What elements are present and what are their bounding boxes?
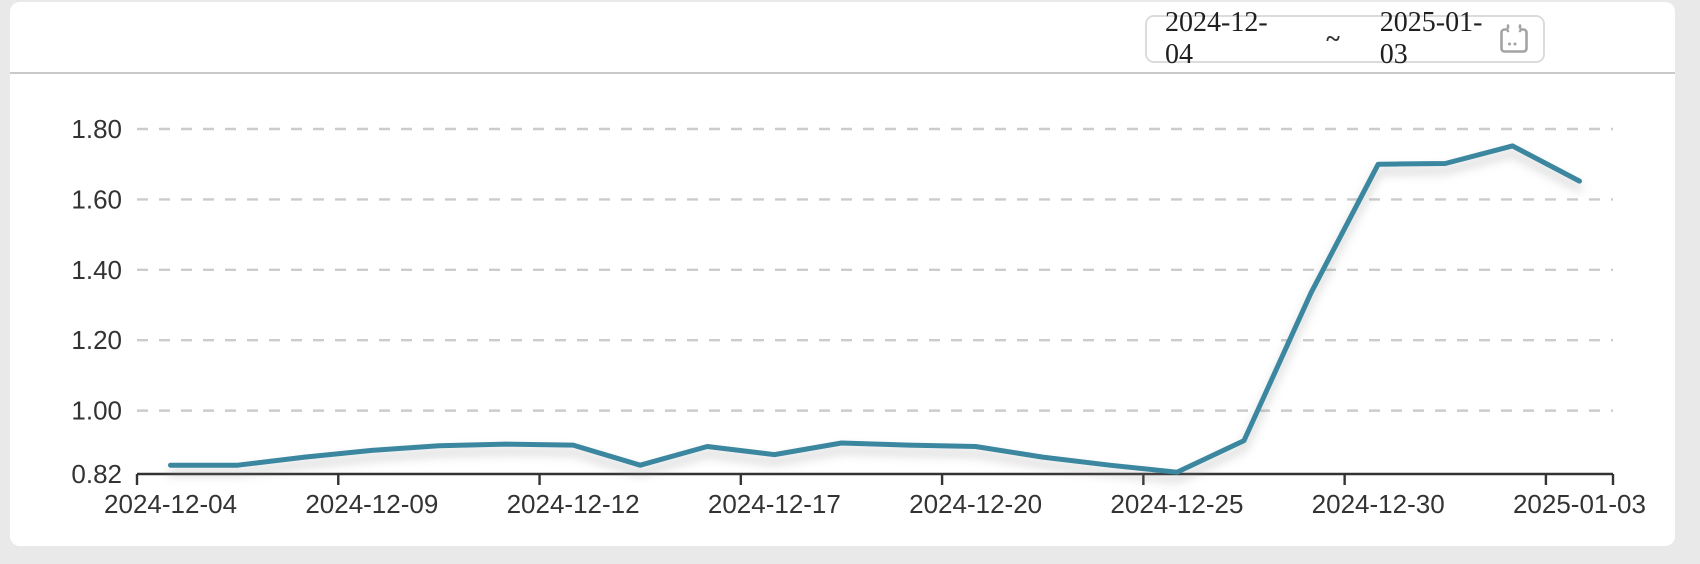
topbar: 2024-12-04 ~ 2025-01-03 bbox=[10, 2, 1675, 74]
x-axis-label: 2025-01-03 bbox=[1513, 489, 1646, 519]
y-axis-label: 1.60 bbox=[71, 184, 122, 214]
data-series-line[interactable] bbox=[168, 143, 1582, 475]
x-axis-label: 2024-12-09 bbox=[305, 489, 438, 519]
x-axis-label: 2024-12-20 bbox=[909, 489, 1042, 519]
x-axis-label: 2024-12-12 bbox=[507, 489, 640, 519]
x-axis-label: 2024-12-17 bbox=[708, 489, 841, 519]
dashboard-panel: 2024-12-04 ~ 2025-01-03 0.82 1.00 1.20 1.40… bbox=[10, 2, 1675, 546]
y-axis-label: 1.20 bbox=[71, 325, 122, 355]
y-axis-label: 1.80 bbox=[71, 114, 122, 144]
y-axis-label: 1.40 bbox=[71, 255, 122, 285]
end-date-value[interactable]: 2025-01-03 bbox=[1379, 7, 1483, 70]
x-axis-label: 2024-12-30 bbox=[1312, 489, 1445, 519]
chart-svg: 0.82 1.00 1.20 1.40 1.60 1.80 2024-12-04 2024-1… bbox=[71, 114, 1646, 519]
date-range-separator: ~ bbox=[1326, 24, 1340, 53]
start-date-value[interactable]: 2024-12-04 bbox=[1165, 7, 1268, 70]
y-axis-label: 0.82 bbox=[71, 459, 122, 489]
calendar-icon[interactable] bbox=[1497, 22, 1531, 56]
chart-area: 0.82 1.00 1.20 1.40 1.60 1.80 2024-12-04 2024-1… bbox=[10, 74, 1675, 544]
date-range-picker[interactable]: 2024-12-04 ~ 2025-01-03 bbox=[1145, 7, 1545, 70]
x-axis-label: 2024-12-25 bbox=[1110, 489, 1243, 519]
x-axis-label: 2024-12-04 bbox=[104, 489, 237, 519]
y-axis-label: 1.00 bbox=[71, 396, 122, 426]
